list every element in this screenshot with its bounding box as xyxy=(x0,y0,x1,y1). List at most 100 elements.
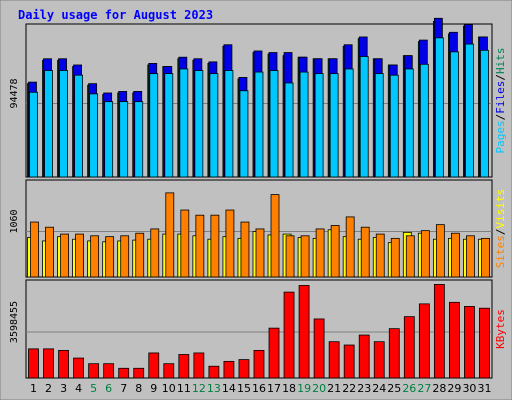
bar-sites-28 xyxy=(435,224,445,278)
x-tick-label: 8 xyxy=(135,382,142,395)
bar-sites-17 xyxy=(270,194,280,278)
bar-pages-21 xyxy=(329,73,339,178)
legend-kbytes: KBytes xyxy=(494,309,507,349)
bar-sites-24 xyxy=(375,233,385,278)
bar-sites-6 xyxy=(105,236,115,278)
panel-max-label: 1060 xyxy=(9,209,20,233)
bar-pages-3 xyxy=(59,70,68,178)
bar-pages-18 xyxy=(284,82,294,178)
legend-hits: Hits xyxy=(494,48,507,75)
x-tick-label: 31 xyxy=(477,382,491,395)
legend-visits: Visits xyxy=(494,189,507,229)
x-tick-label: 22 xyxy=(342,382,356,395)
bar-sites-13 xyxy=(210,214,220,278)
bar-kbytes-31 xyxy=(479,307,490,379)
legend-: / xyxy=(494,114,507,121)
bar-pages-16 xyxy=(254,71,264,178)
panel-middle: 1060 Sites/Visits xyxy=(9,179,507,278)
x-tick-label: 19 xyxy=(297,382,311,395)
bar-kbytes-13 xyxy=(208,365,220,379)
bar-pages-28 xyxy=(434,37,444,178)
panel-max-label: 3598455 xyxy=(9,301,20,343)
x-tick-label: 14 xyxy=(222,382,236,395)
bar-pages-19 xyxy=(299,71,309,178)
bar-kbytes-25 xyxy=(388,328,400,379)
x-tick-label: 30 xyxy=(462,382,476,395)
bar-kbytes-21 xyxy=(328,341,340,379)
bar-sites-19 xyxy=(300,235,310,278)
bar-pages-25 xyxy=(389,74,399,178)
bar-pages-13 xyxy=(209,73,219,178)
x-tick-label: 16 xyxy=(252,382,266,395)
bar-kbytes-5 xyxy=(88,363,100,379)
bar-kbytes-12 xyxy=(193,352,205,379)
bar-pages-8 xyxy=(134,101,144,178)
x-tick-label: 25 xyxy=(387,382,401,395)
bar-pages-23 xyxy=(359,56,369,178)
bar-sites-3 xyxy=(60,233,69,278)
bar-kbytes-7 xyxy=(118,367,130,379)
bar-pages-11 xyxy=(179,68,189,178)
bar-kbytes-2 xyxy=(43,348,54,379)
bar-kbytes-14 xyxy=(223,360,235,379)
bar-kbytes-30 xyxy=(464,306,475,379)
bar-sites-30 xyxy=(466,235,475,278)
legend-: / xyxy=(494,229,507,236)
bar-kbytes-27 xyxy=(418,303,430,379)
x-tick-label: 26 xyxy=(402,382,416,395)
bar-pages-27 xyxy=(419,63,429,178)
x-tick-label: 17 xyxy=(267,382,281,395)
bar-kbytes-1 xyxy=(28,348,39,379)
bar-sites-12 xyxy=(195,214,205,278)
bar-kbytes-3 xyxy=(58,349,69,379)
panel-legend: Sites/Visits xyxy=(494,189,507,269)
bars-middle xyxy=(27,192,490,278)
bar-kbytes-8 xyxy=(133,367,145,379)
bar-pages-5 xyxy=(89,93,99,178)
bar-kbytes-6 xyxy=(103,363,115,379)
bar-pages-17 xyxy=(269,70,279,178)
bar-kbytes-16 xyxy=(253,349,265,379)
bar-sites-2 xyxy=(45,226,54,278)
legend-: / xyxy=(494,74,507,81)
x-tick-label: 5 xyxy=(90,382,97,395)
bar-sites-31 xyxy=(481,237,490,278)
bars-top xyxy=(27,17,489,178)
x-tick-label: 13 xyxy=(207,382,221,395)
bar-pages-31 xyxy=(480,49,489,178)
x-tick-label: 11 xyxy=(177,382,191,395)
bar-sites-29 xyxy=(451,232,460,278)
x-tick-label: 21 xyxy=(327,382,341,395)
bar-kbytes-24 xyxy=(373,341,385,379)
bar-kbytes-19 xyxy=(298,285,310,379)
bar-sites-15 xyxy=(240,221,250,278)
bar-sites-22 xyxy=(345,216,355,278)
bar-sites-9 xyxy=(150,228,160,278)
bar-pages-12 xyxy=(194,70,204,178)
x-tick-label: 15 xyxy=(237,382,251,395)
x-tick-label: 29 xyxy=(447,382,461,395)
bar-sites-18 xyxy=(285,235,295,278)
bar-pages-1 xyxy=(29,91,38,178)
x-tick-label: 7 xyxy=(120,382,127,395)
bar-pages-29 xyxy=(450,51,459,178)
bar-sites-16 xyxy=(255,228,265,278)
bar-kbytes-17 xyxy=(268,327,280,379)
bar-kbytes-29 xyxy=(449,301,460,379)
bar-pages-15 xyxy=(239,90,249,178)
bar-sites-14 xyxy=(225,209,235,278)
x-tick-label: 28 xyxy=(432,382,446,395)
bar-sites-11 xyxy=(180,209,190,278)
bar-pages-14 xyxy=(224,70,234,178)
bar-sites-1 xyxy=(30,221,39,278)
bar-sites-10 xyxy=(165,192,175,278)
bar-pages-6 xyxy=(104,101,114,178)
x-tick-label: 4 xyxy=(75,382,82,395)
bar-kbytes-15 xyxy=(238,359,250,379)
bar-sites-21 xyxy=(330,225,340,278)
x-tick-label: 23 xyxy=(357,382,371,395)
chart-title: Daily usage for August 2023 xyxy=(18,8,213,22)
bar-pages-2 xyxy=(44,70,53,178)
